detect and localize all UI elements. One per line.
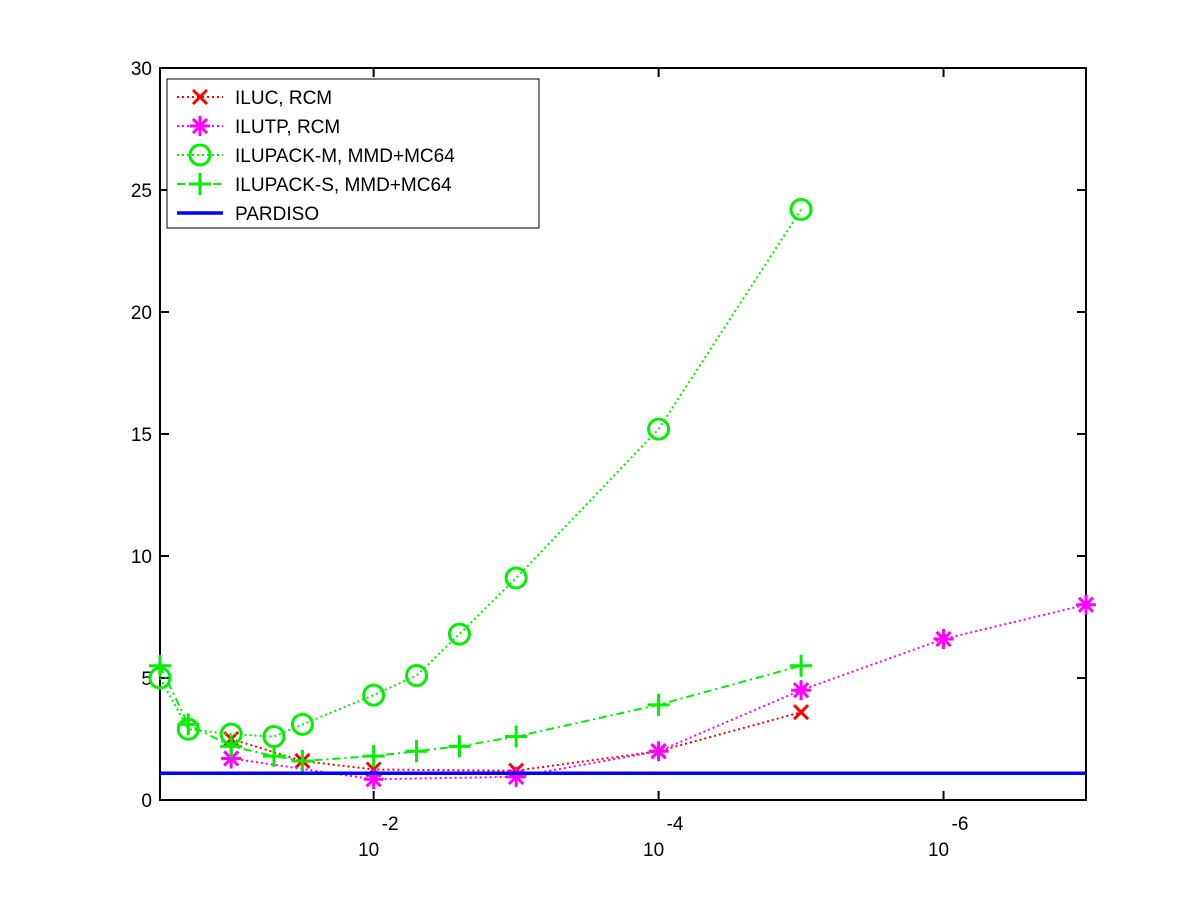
data-point bbox=[505, 725, 528, 748]
x-tick-label-base: 10 bbox=[643, 840, 664, 861]
x-marker-stroke bbox=[191, 88, 209, 106]
y-tick-label: 30 bbox=[131, 59, 152, 80]
y-tick-label: 20 bbox=[131, 303, 152, 324]
asterisk-marker-stroke bbox=[935, 630, 952, 648]
asterisk-marker-stroke bbox=[223, 750, 240, 767]
series-line bbox=[159, 208, 802, 738]
legend-entry: PARDISO bbox=[177, 204, 319, 225]
data-point bbox=[790, 654, 813, 677]
y-tick-label: 5 bbox=[141, 669, 152, 690]
data-point bbox=[149, 654, 171, 677]
data-point bbox=[647, 417, 671, 441]
data-point bbox=[262, 725, 286, 749]
data-point bbox=[647, 693, 670, 716]
legend-marker bbox=[191, 88, 209, 106]
legend-label: ILUTP, RCM bbox=[235, 117, 340, 138]
data-point bbox=[504, 566, 528, 590]
legend-label: ILUC, RCM bbox=[235, 88, 332, 109]
y-tick-label: 0 bbox=[141, 791, 152, 812]
legend-marker bbox=[188, 143, 212, 167]
y-tick-label: 25 bbox=[131, 181, 152, 202]
x-tick-label-exponent: -6 bbox=[952, 814, 969, 835]
legend-label: PARDISO bbox=[235, 204, 319, 225]
x-marker-stroke bbox=[793, 704, 810, 721]
y-tick-label: 15 bbox=[131, 425, 152, 446]
data-point bbox=[362, 683, 386, 707]
legend: ILUC, RCM ILUTP, RCM ILUPACK-M, MMD+MC64 IL… bbox=[166, 78, 540, 229]
legend-box bbox=[166, 78, 540, 229]
asterisk-marker-stroke bbox=[792, 682, 810, 699]
x-tick-label-exponent: -2 bbox=[382, 814, 399, 835]
data-point bbox=[447, 622, 471, 646]
legend-marker bbox=[189, 173, 211, 195]
series-ilutp-rcm bbox=[221, 594, 1096, 790]
y-tick-label: 10 bbox=[131, 547, 152, 568]
data-point bbox=[405, 740, 428, 763]
asterisk-marker-stroke bbox=[1077, 596, 1095, 613]
data-point bbox=[648, 741, 669, 762]
data-point bbox=[262, 745, 285, 768]
data-point bbox=[177, 713, 200, 736]
asterisk-marker-stroke bbox=[650, 743, 667, 760]
series-ilupack-m-mmd-mc64 bbox=[148, 198, 813, 749]
data-point bbox=[793, 704, 810, 721]
data-point bbox=[933, 628, 954, 649]
data-point bbox=[291, 749, 314, 772]
series-layer bbox=[148, 198, 1096, 790]
legend-entry: ILUTP, RCM bbox=[177, 116, 340, 138]
data-point bbox=[405, 664, 429, 688]
x-tick-label-exponent: -4 bbox=[667, 814, 684, 835]
legend-label: ILUPACK-M, MMD+MC64 bbox=[235, 146, 455, 167]
data-point bbox=[362, 745, 385, 768]
data-point bbox=[789, 198, 813, 222]
x-tick-label-base: 10 bbox=[928, 840, 949, 861]
legend-label: ILUPACK-S, MMD+MC64 bbox=[235, 175, 452, 196]
data-point bbox=[791, 680, 812, 701]
data-point bbox=[1076, 594, 1096, 615]
asterisk-marker-stroke bbox=[191, 117, 209, 135]
legend-entry: ILUPACK-S, MMD+MC64 bbox=[177, 173, 452, 196]
data-point bbox=[448, 735, 471, 758]
data-point bbox=[506, 766, 527, 787]
x-tick-label-base: 10 bbox=[358, 840, 379, 861]
legend-entry: ILUC, RCM bbox=[177, 88, 332, 109]
data-point bbox=[220, 735, 243, 758]
data-point bbox=[290, 712, 314, 736]
legend-marker bbox=[190, 116, 210, 136]
series-ilupack-s-mmd-mc64 bbox=[149, 654, 813, 772]
legend-entry: ILUPACK-M, MMD+MC64 bbox=[177, 143, 455, 167]
